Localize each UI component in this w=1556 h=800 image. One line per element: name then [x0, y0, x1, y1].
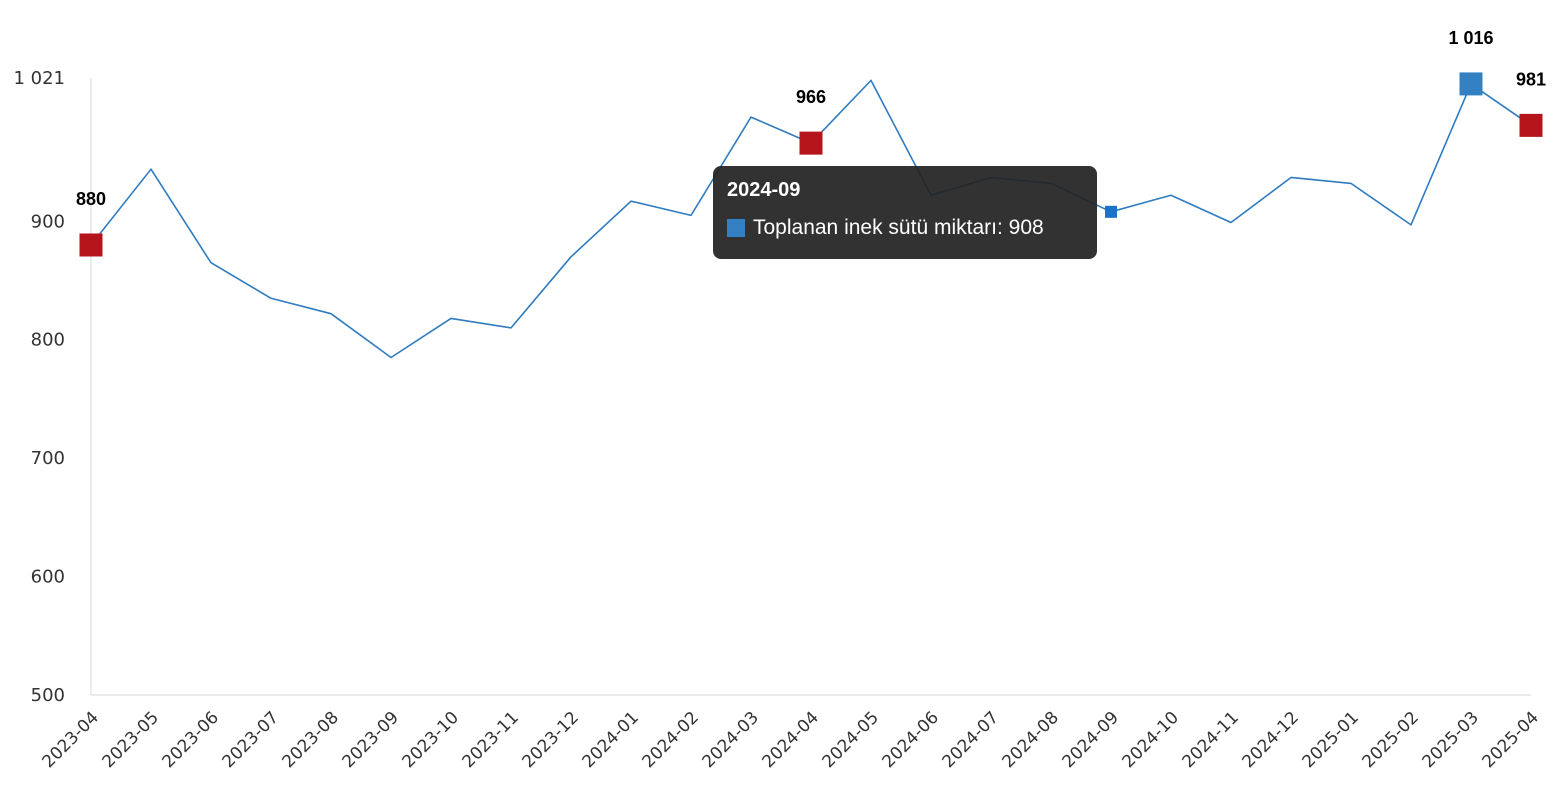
x-tick-label: 2024-01	[579, 708, 643, 772]
tooltip-row: Toplanan inek sütü miktarı: 908	[727, 216, 1083, 240]
x-tick-label: 2023-04	[39, 708, 103, 772]
data-marker-low	[1519, 113, 1543, 137]
x-tick-label: 2023-11	[459, 708, 523, 772]
x-tick-label: 2023-07	[219, 708, 283, 772]
tooltip-title: 2024-09	[727, 179, 801, 201]
x-tick-label: 2025-04	[1479, 708, 1543, 772]
y-tick-label: 500	[31, 685, 65, 706]
data-marker-low	[79, 233, 103, 257]
x-tick-label: 2025-02	[1359, 708, 1423, 772]
data-label: 880	[76, 189, 106, 209]
x-tick-label: 2024-06	[879, 708, 943, 772]
x-tick-label: 2025-01	[1299, 708, 1363, 772]
data-marker-hover	[1105, 205, 1117, 218]
x-tick-label: 2023-10	[399, 708, 463, 772]
x-tick-label: 2023-06	[159, 708, 223, 772]
y-tick-label: 800	[31, 330, 65, 351]
x-tick-label: 2023-08	[279, 708, 343, 772]
data-labels-group: 880 966 1 016 981	[76, 28, 1546, 209]
x-tick-label: 2023-12	[519, 708, 583, 772]
x-tick-label: 2023-05	[99, 708, 163, 772]
x-tick-label: 2024-05	[819, 708, 883, 772]
data-marker-high	[1459, 72, 1483, 96]
x-tick-label: 2024-08	[999, 708, 1063, 772]
data-marker-low	[799, 131, 823, 155]
tooltip-separator: :	[996, 216, 1009, 239]
x-tick-label: 2025-03	[1419, 708, 1483, 772]
x-tick-label: 2024-03	[699, 708, 763, 772]
x-axis-ticks: 2023-042023-052023-062023-072023-082023-…	[39, 708, 1543, 772]
tooltip-swatch-icon	[727, 219, 745, 237]
y-axis-ticks: 500 600 700 800 900 1 021	[13, 68, 65, 706]
x-tick-label: 2024-07	[939, 708, 1003, 772]
x-tick-label: 2024-09	[1059, 708, 1123, 772]
data-label: 981	[1516, 69, 1546, 89]
x-tick-label: 2023-09	[339, 708, 403, 772]
y-tick-label: 1 021	[13, 68, 65, 89]
tooltip-value: 908	[1008, 216, 1044, 239]
markers-group	[79, 72, 1543, 257]
y-tick-label: 700	[31, 448, 65, 469]
x-tick-label: 2024-10	[1119, 708, 1183, 772]
x-tick-label: 2024-11	[1179, 708, 1243, 772]
data-label: 1 016	[1448, 28, 1493, 48]
x-tick-label: 2024-04	[759, 708, 823, 772]
y-tick-label: 900	[31, 211, 65, 232]
x-tick-label: 2024-02	[639, 708, 703, 772]
tooltip-series-label: Toplanan inek sütü miktarı	[753, 216, 997, 239]
data-label: 966	[796, 87, 826, 107]
x-tick-label: 2024-12	[1239, 708, 1303, 772]
tooltip: 2024-09 Toplanan inek sütü miktarı: 908	[713, 166, 1097, 259]
y-tick-label: 600	[31, 567, 65, 588]
